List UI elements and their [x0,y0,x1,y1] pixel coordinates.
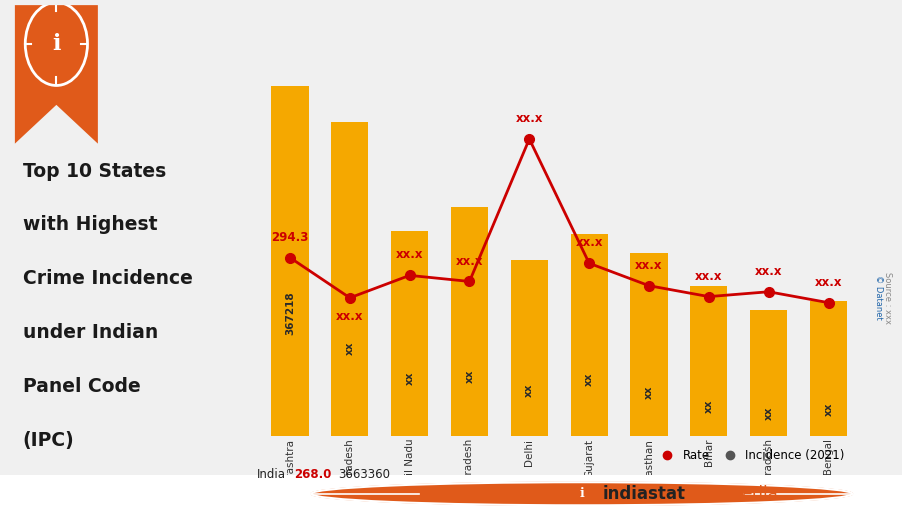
Bar [331,122,368,436]
Text: i: i [579,487,584,500]
Text: xx: xx [465,370,474,383]
Text: indiastat: indiastat [603,485,686,503]
Bar [810,301,847,436]
Text: India: India [257,468,286,481]
Text: 3663360: 3663360 [338,468,391,481]
Text: 294.3: 294.3 [272,231,308,244]
Text: xx.x: xx.x [516,112,543,125]
Circle shape [311,482,852,505]
Text: Top 10 States: Top 10 States [23,162,166,181]
Text: xx.x: xx.x [575,236,603,249]
Text: under Indian: under Indian [23,323,158,342]
Text: Crime Incidence: Crime Incidence [23,269,192,288]
Text: © Datanet: © Datanet [874,275,883,320]
Text: media: media [726,485,778,503]
Bar [391,231,428,436]
Text: Panel Code: Panel Code [23,377,141,396]
Bar [451,207,488,436]
Text: Source : xxx: Source : xxx [883,271,892,324]
Text: xx: xx [824,402,833,416]
Text: xx: xx [345,341,354,355]
Text: xx: xx [524,384,534,397]
Text: xx.x: xx.x [635,259,663,272]
Bar [630,253,667,436]
Text: i: i [52,33,60,55]
Polygon shape [14,5,97,144]
Text: xx: xx [584,373,594,386]
Text: xx.x: xx.x [336,310,364,323]
Legend: Rate, Incidence (2021): Rate, Incidence (2021) [650,445,849,467]
Bar [750,310,787,436]
Text: xx.x: xx.x [456,254,483,268]
Text: xx.x: xx.x [815,276,842,289]
Text: xx: xx [405,372,415,385]
Text: xx: xx [644,385,654,399]
Text: xx.x: xx.x [695,270,723,283]
Text: xx: xx [764,407,774,420]
Bar [272,86,308,436]
Bar [690,286,727,436]
Text: 367218: 367218 [285,292,295,336]
Text: (IPC): (IPC) [23,431,74,450]
Text: xx: xx [704,399,713,412]
FancyBboxPatch shape [0,475,902,513]
Bar [571,234,608,436]
Text: with Highest: with Highest [23,215,157,234]
Text: 268.0: 268.0 [294,468,331,481]
Bar [511,260,548,436]
Text: xx.x: xx.x [755,265,782,278]
Text: xx.x: xx.x [396,248,423,262]
